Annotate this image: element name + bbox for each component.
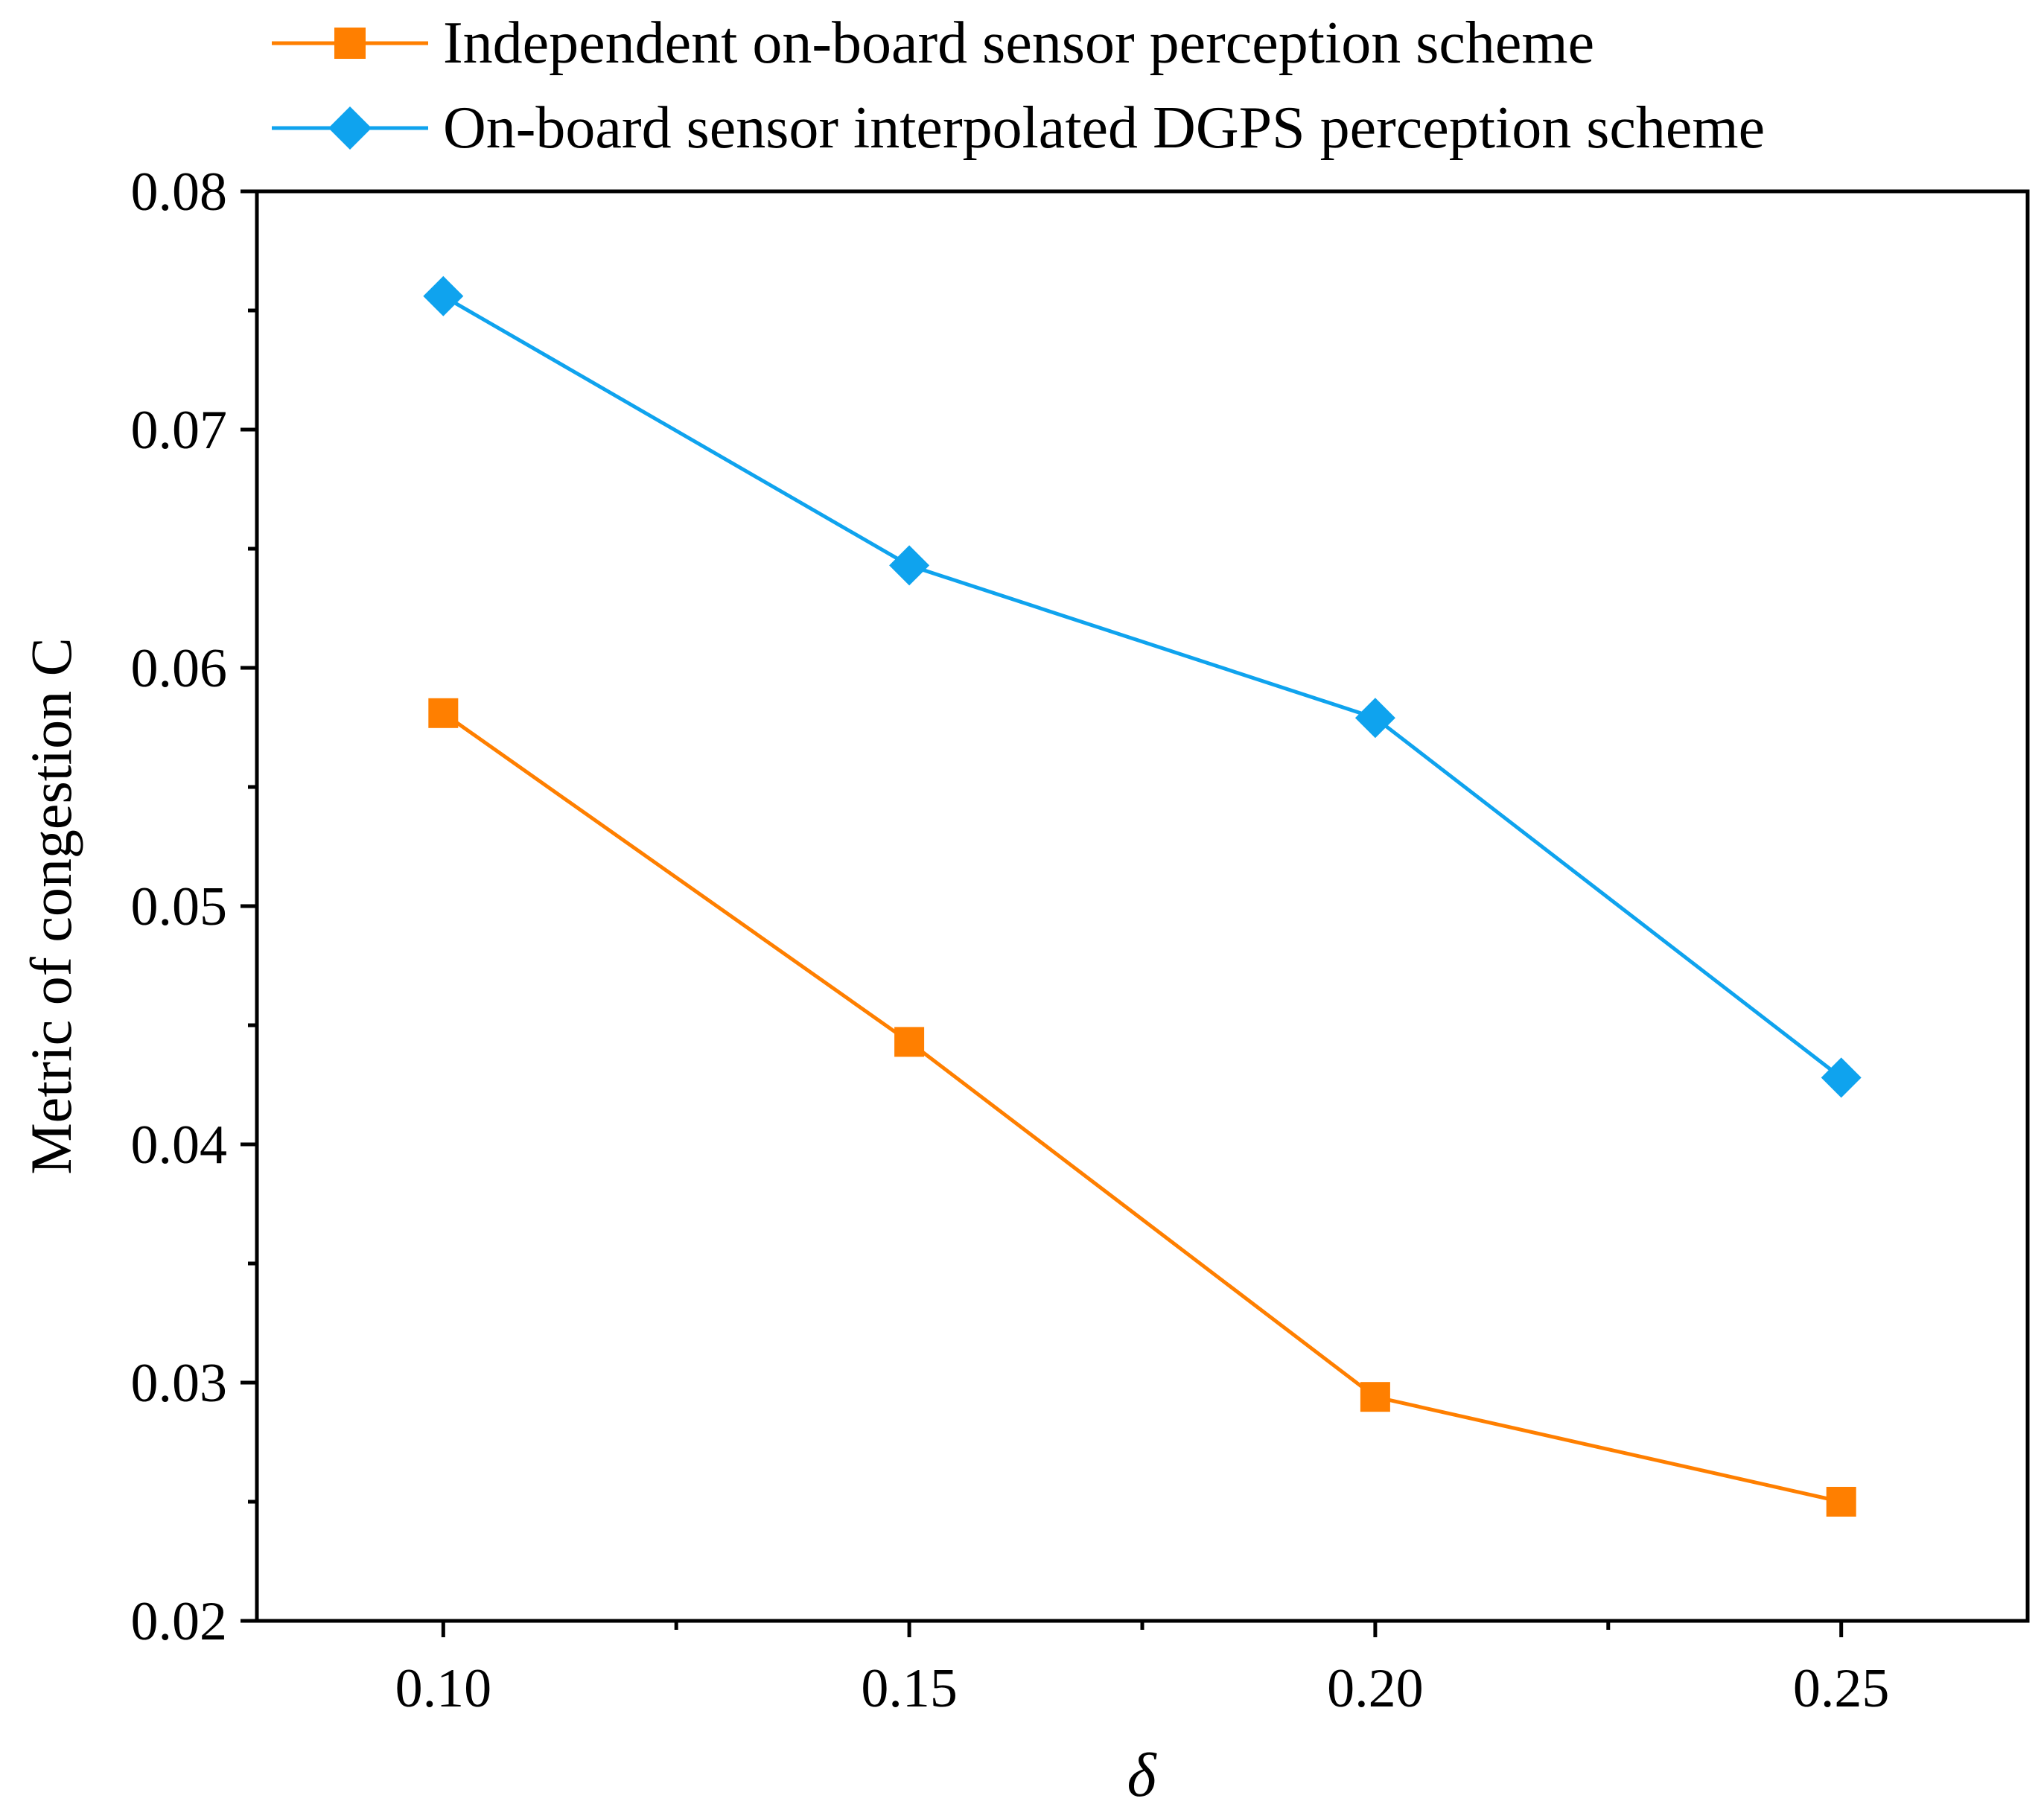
x-tick-label: 0.20 <box>1327 1658 1424 1719</box>
series-line-1 <box>442 711 1842 1504</box>
legend-marker-diamond <box>328 106 372 150</box>
series-2 <box>423 275 1862 1098</box>
legend-entry-series-2: On-board sensor interpolated DGPS percep… <box>272 95 1765 161</box>
x-tick-label: 0.25 <box>1793 1658 1890 1719</box>
legend-entry-series-1: Independent on-board sensor perception s… <box>272 10 1594 76</box>
y-tick-label: 0.08 <box>131 162 228 223</box>
x-axis-title: δ <box>1127 1741 1157 1807</box>
data-point-square <box>428 698 459 728</box>
x-axis: 0.10 0.15 0.20 0.25 <box>395 1621 1890 1719</box>
x-tick-label: 0.15 <box>861 1658 958 1719</box>
y-tick-label: 0.03 <box>131 1353 228 1414</box>
data-point-square <box>1826 1487 1856 1517</box>
series-layer <box>423 275 1862 1517</box>
data-point-square <box>1360 1382 1390 1412</box>
plot-area-frame <box>255 189 2030 1623</box>
legend-label-series-2: On-board sensor interpolated DGPS percep… <box>443 95 1765 161</box>
y-tick-label: 0.07 <box>131 400 228 461</box>
data-point-diamond <box>1354 698 1395 739</box>
x-tick-label: 0.10 <box>395 1658 492 1719</box>
y-tick-label: 0.05 <box>131 876 228 937</box>
y-tick-label: 0.02 <box>131 1591 228 1652</box>
data-point-diamond <box>1821 1057 1862 1098</box>
y-tick-label: 0.04 <box>131 1115 228 1176</box>
legend: Independent on-board sensor perception s… <box>272 10 1765 161</box>
data-point-square <box>894 1027 925 1057</box>
y-axis-title: Metric of congestion C <box>19 637 83 1174</box>
series-1 <box>428 698 1856 1517</box>
y-axis: 0.02 0.03 0.04 0.05 0.06 0.07 0.08 <box>131 162 257 1652</box>
data-point-diamond <box>423 275 464 316</box>
y-tick-label: 0.06 <box>131 638 228 699</box>
legend-label-series-1: Independent on-board sensor perception s… <box>443 10 1594 76</box>
data-point-diamond <box>889 545 930 586</box>
series-line-2 <box>442 294 1843 1080</box>
legend-marker-square <box>334 28 366 59</box>
